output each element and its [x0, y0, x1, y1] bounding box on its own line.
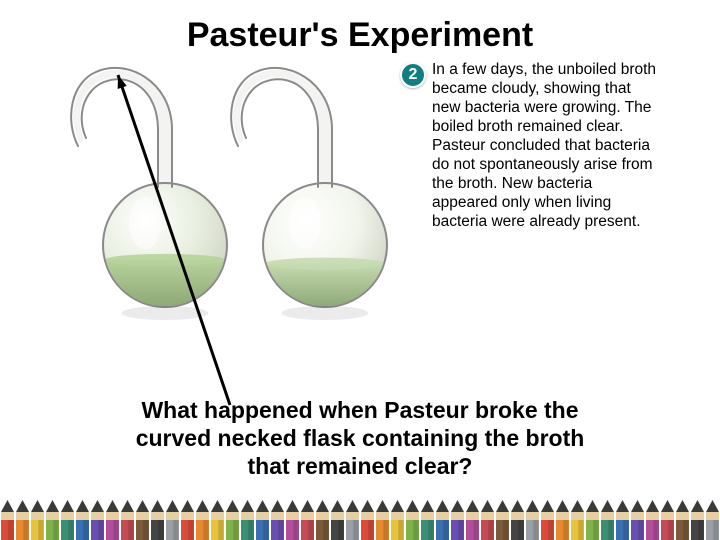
question-line: curved necked flask containing the broth: [0, 424, 720, 452]
question-line: What happened when Pasteur broke the: [0, 396, 720, 424]
question-block: What happened when Pasteur broke thecurv…: [0, 396, 720, 480]
slide: Pasteur's Experiment 2 In a few days, th…: [0, 0, 720, 540]
pencil-border: [0, 500, 720, 540]
question-line: that remained clear?: [0, 452, 720, 480]
